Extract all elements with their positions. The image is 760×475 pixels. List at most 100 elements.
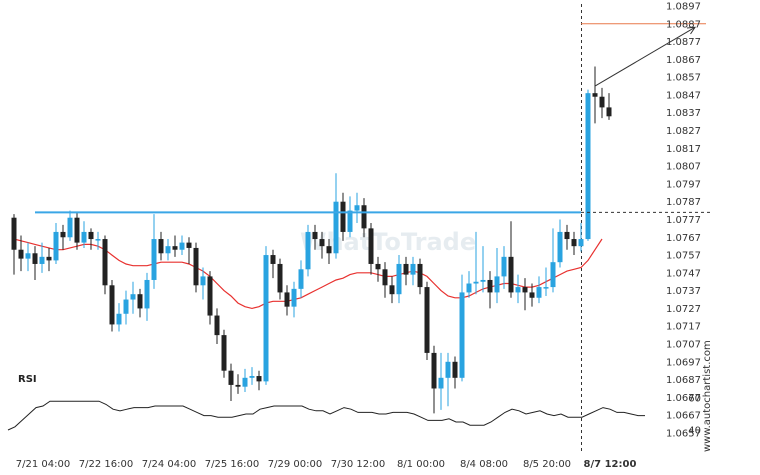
candle	[18, 235, 24, 272]
candle-body	[186, 242, 192, 248]
candle	[438, 352, 444, 410]
time-tick-label: 8/5 20:00	[523, 459, 571, 470]
candle	[312, 224, 318, 250]
candle	[508, 221, 514, 298]
candle-body	[109, 285, 115, 325]
candle	[81, 221, 87, 248]
price-tick-label: 1.0757	[666, 251, 701, 262]
candle	[480, 246, 486, 293]
candle	[123, 290, 129, 325]
candle-body	[333, 201, 339, 254]
candle	[179, 235, 185, 256]
candle-body	[382, 269, 388, 286]
candle-body	[515, 287, 521, 293]
candle-body	[11, 217, 17, 250]
price-tick-label: 1.0787	[666, 197, 701, 208]
candle	[382, 262, 388, 298]
candle	[494, 247, 500, 304]
candle-body	[39, 256, 45, 264]
price-tick-label: 1.0837	[666, 108, 701, 119]
price-tick-label: 1.0807	[666, 162, 701, 173]
candle-body	[361, 205, 367, 229]
candle	[298, 260, 304, 298]
candle-body	[81, 231, 87, 243]
candle-body	[53, 231, 59, 261]
candle	[417, 258, 423, 295]
price-tick-label: 1.0767	[666, 233, 701, 244]
candle-body	[137, 294, 143, 309]
candle	[74, 212, 80, 250]
candle-body	[130, 294, 136, 300]
candle	[263, 246, 269, 385]
candle-body	[340, 201, 346, 232]
candle	[109, 279, 115, 332]
candle	[46, 247, 52, 272]
candle	[347, 196, 353, 238]
forecast-arrow-line	[594, 26, 696, 87]
time-tick-label: 7/24 04:00	[142, 459, 196, 470]
candle	[536, 276, 542, 304]
candle-body	[151, 239, 157, 280]
candle-body	[389, 285, 395, 295]
candle	[116, 303, 122, 332]
candle-body	[487, 279, 493, 293]
time-tick-label: 7/30 12:00	[331, 459, 385, 470]
candle-body	[312, 231, 318, 240]
candle	[557, 219, 563, 268]
forecast-arrow-head	[686, 26, 696, 35]
candle-body	[592, 93, 598, 97]
candle-body	[158, 239, 164, 254]
candle-body	[32, 253, 38, 264]
candle-body	[67, 217, 73, 238]
time-tick-label: 8/7 12:00	[584, 459, 637, 470]
candle-body	[326, 246, 332, 254]
candle-body	[74, 217, 80, 243]
price-tick-label: 1.0867	[666, 55, 701, 66]
candle-body	[501, 256, 507, 277]
candle	[571, 231, 577, 256]
candle-body	[494, 276, 500, 293]
candle	[389, 276, 395, 304]
candle	[39, 242, 45, 273]
candle-body	[298, 269, 304, 289]
candle	[172, 235, 178, 257]
candle-body	[172, 246, 178, 250]
candle-body	[144, 279, 150, 309]
time-tick-label: 7/22 16:00	[79, 459, 133, 470]
candle	[88, 228, 94, 250]
candle-body	[410, 263, 416, 275]
candle	[291, 281, 297, 318]
candle-body	[200, 276, 206, 286]
time-axis-labels: 7/21 04:00 7/22 16:00 7/24 04:00 7/25 16:00…	[16, 459, 637, 470]
price-tick-label: 1.0687	[666, 375, 701, 386]
candle	[32, 246, 38, 280]
candle	[326, 239, 332, 264]
watermark-text: WhatToTrade	[300, 228, 476, 256]
candle-body	[305, 231, 311, 270]
candle-body	[18, 249, 24, 259]
candle-body	[431, 352, 437, 389]
candle-body	[424, 287, 430, 353]
candle	[396, 255, 402, 304]
candle-body	[445, 361, 451, 378]
price-tick-label: 1.0707	[666, 340, 701, 351]
candle-body	[214, 315, 220, 336]
price-tick-label: 1.0827	[666, 126, 701, 137]
price-tick-label: 1.0857	[666, 73, 701, 84]
rsi-layer: 60 40	[7, 394, 701, 437]
time-tick-label: 7/25 16:00	[205, 459, 259, 470]
candle	[550, 228, 556, 293]
time-tick-label: 8/1 00:00	[397, 459, 445, 470]
candle	[305, 224, 311, 277]
candle-body	[284, 292, 290, 307]
candle	[25, 242, 31, 272]
candle-body	[543, 287, 549, 289]
candle	[445, 352, 451, 407]
time-tick-label: 8/4 08:00	[460, 459, 508, 470]
candle	[375, 256, 381, 282]
price-tick-label: 1.0797	[666, 179, 701, 190]
candle-body	[599, 96, 605, 108]
candle	[585, 89, 591, 241]
candle	[403, 256, 409, 286]
